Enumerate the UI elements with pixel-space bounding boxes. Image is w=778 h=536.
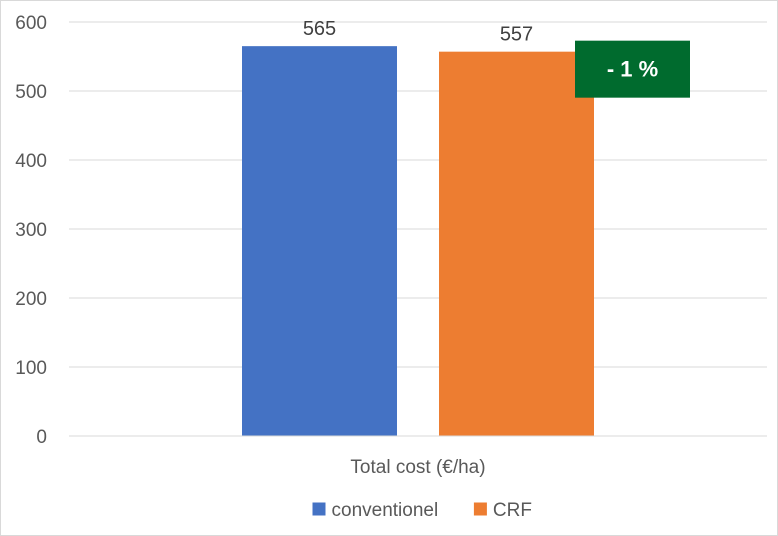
category-label: Total cost (€/ha): [350, 457, 485, 478]
y-tick-label: 600: [15, 13, 47, 34]
gridlines: [69, 21, 767, 368]
y-tick-label: 300: [15, 220, 47, 241]
legend-swatch-crf: [473, 502, 487, 516]
y-tick-label: 500: [15, 82, 47, 103]
data-label-crf: 557: [500, 24, 533, 46]
y-axis-tick-labels: 0 100 200 300 400 500 600: [15, 13, 47, 448]
data-labels: 565 557: [303, 18, 533, 46]
legend: conventionel CRF: [312, 500, 532, 521]
bar-crf: [439, 51, 594, 437]
y-tick-label: 200: [15, 289, 47, 310]
legend-label-crf: CRF: [493, 500, 532, 521]
bars: [242, 46, 594, 437]
y-tick-label: 100: [15, 358, 47, 379]
legend-label-conventionel: conventionel: [332, 500, 439, 521]
data-label-conventionel: 565: [303, 18, 336, 40]
y-tick-label: 400: [15, 151, 47, 172]
y-tick-label: 0: [36, 427, 47, 448]
percent-change-badge: - 1 %: [575, 40, 690, 98]
percent-change-badge-text: - 1 %: [607, 57, 658, 82]
percent-change-badge-background: [575, 40, 690, 98]
legend-swatch-conventionel: [312, 502, 326, 516]
bar-conventionel: [242, 46, 397, 437]
